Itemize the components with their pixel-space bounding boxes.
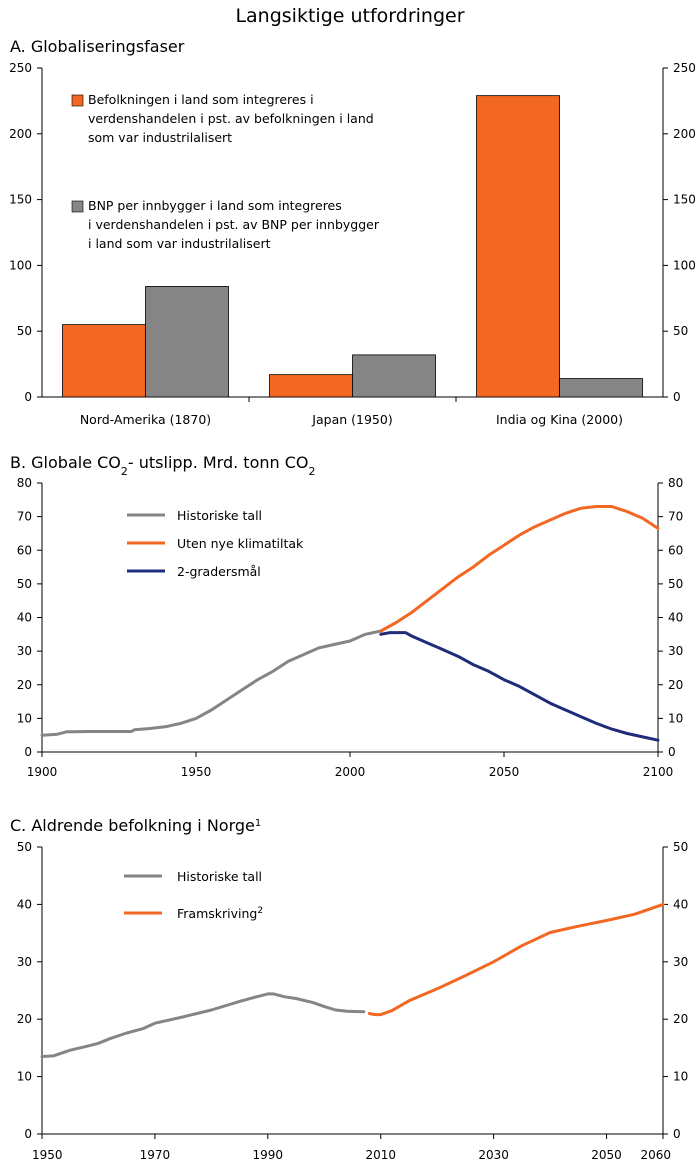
panel-b-x-tick-label: 2000 xyxy=(335,765,366,779)
panel-a-legend-label: i land som var industrilalisert xyxy=(88,236,271,251)
panel-b-right-tick-label: 0 xyxy=(668,745,676,759)
panel-c-x-tick-label: 1950 xyxy=(32,1148,63,1162)
panel-c-right-tick-label: 50 xyxy=(673,840,688,854)
panel-a-category-label: Japan (1950) xyxy=(311,412,392,427)
panel-c-right-tick-label: 40 xyxy=(673,897,688,911)
panel-b-title: B. Globale CO2- utslipp. Mrd. tonn CO2 xyxy=(10,453,316,478)
panel-c-left-tick-label: 20 xyxy=(17,1012,32,1026)
panel-a-left-tick-label: 250 xyxy=(9,61,32,75)
panel-b-right-tick-label: 80 xyxy=(668,476,683,490)
panel-b-line-chart: B. Globale CO2- utslipp. Mrd. tonn CO2 0… xyxy=(10,453,683,779)
panel-b-right-tick-label: 70 xyxy=(668,510,683,524)
panel-b-right-tick-label: 60 xyxy=(668,543,683,557)
panel-a-right-tick-label: 200 xyxy=(673,127,696,141)
panel-c-legend-label: Framskriving2 xyxy=(177,906,263,921)
panel-a-legend-label: BNP per innbygger i land som integreres xyxy=(88,198,342,213)
panel-b-right-tick-label: 50 xyxy=(668,577,683,591)
panel-b-x-tick-label: 1900 xyxy=(27,765,58,779)
panel-a-left-tick-label: 100 xyxy=(9,258,32,272)
panel-b-series-line-3 xyxy=(379,631,660,742)
panel-c-x-tick-label: 1970 xyxy=(140,1148,171,1162)
panel-b-x-tick-label: 2100 xyxy=(643,765,674,779)
bar-gdp-2 xyxy=(352,354,436,398)
panel-a-title: A. Globaliseringsfaser xyxy=(10,37,185,56)
panel-a-right-tick-label: 100 xyxy=(673,258,696,272)
panel-c-left-tick-label: 30 xyxy=(17,955,32,969)
panel-a-left-tick-label: 0 xyxy=(24,390,32,404)
panel-c-title: C. Aldrende befolkning i Norge1 xyxy=(10,816,261,835)
panel-a-right-tick-label: 50 xyxy=(673,324,688,338)
panel-a-legend-label: Befolkningen i land som integreres i xyxy=(88,92,314,107)
panel-c-left-tick-label: 0 xyxy=(24,1127,32,1141)
panel-c-series-line-1 xyxy=(40,992,366,1058)
panel-b-right-tick-label: 20 xyxy=(668,678,683,692)
panel-b-left-tick-label: 30 xyxy=(17,644,32,658)
panel-b-left-tick-label: 50 xyxy=(17,577,32,591)
bar-population-1 xyxy=(62,324,146,398)
panel-b-series-line-1 xyxy=(40,629,383,737)
panel-a-category-label: India og Kina (2000) xyxy=(496,412,623,427)
panel-b-left-tick-label: 40 xyxy=(17,611,32,625)
panel-c-line-chart: C. Aldrende befolkning i Norge1 0 0 10 10 20… xyxy=(10,816,688,1162)
panel-a-legend-label: i verdenshandelen i pst. av BNP per innb… xyxy=(88,217,380,232)
panel-b-left-tick-label: 10 xyxy=(17,711,32,725)
panel-c-right-tick-label: 30 xyxy=(673,955,688,969)
panel-c-x-tick-label: 2050 xyxy=(591,1148,622,1162)
bar-population-3 xyxy=(476,95,560,398)
panel-a-left-tick-label: 150 xyxy=(9,193,32,207)
panel-c-left-tick-label: 10 xyxy=(17,1070,32,1084)
figure-title: Langsiktige utfordringer xyxy=(235,5,464,27)
panel-a-category-label: Nord-Amerika (1870) xyxy=(80,412,211,427)
panel-b-right-tick-label: 30 xyxy=(668,644,683,658)
panel-b-legend-label: 2-gradersmål xyxy=(177,564,261,579)
panel-c-left-tick-label: 40 xyxy=(17,897,32,911)
panel-b-left-tick-label: 70 xyxy=(17,510,32,524)
panel-a-legend-swatch xyxy=(71,94,84,107)
bar-gdp-3 xyxy=(559,378,643,398)
panel-c-left-tick-label: 50 xyxy=(17,840,32,854)
panel-c-x-tick-label: 1990 xyxy=(253,1148,284,1162)
panel-c-x-tick-label: 2060 xyxy=(640,1148,671,1162)
panel-a-right-tick-label: 150 xyxy=(673,193,696,207)
panel-b-series-line-2 xyxy=(379,505,660,633)
panel-a-left-tick-label: 50 xyxy=(17,324,32,338)
panel-c-right-tick-label: 0 xyxy=(673,1127,681,1141)
panel-b-right-tick-label: 40 xyxy=(668,611,683,625)
panel-c-right-tick-label: 10 xyxy=(673,1070,688,1084)
panel-a-right-tick-label: 250 xyxy=(673,61,696,75)
panel-a-legend-label: verdenshandelen i pst. av befolkningen i… xyxy=(88,111,374,126)
panel-c-x-tick-label: 2030 xyxy=(478,1148,509,1162)
panel-b-left-tick-label: 80 xyxy=(17,476,32,490)
panel-c-right-tick-label: 20 xyxy=(673,1012,688,1026)
panel-a-bar-chart: A. Globaliseringsfaser 0 0 50 50 100 100 150 15… xyxy=(9,37,696,427)
panel-c-series-line-2 xyxy=(367,902,665,1017)
panel-c-legend-label: Historiske tall xyxy=(177,869,262,884)
panel-b-left-tick-label: 60 xyxy=(17,543,32,557)
bar-gdp-1 xyxy=(145,286,229,398)
panel-a-legend-label: som var industrilalisert xyxy=(88,130,232,145)
panel-a-left-tick-label: 200 xyxy=(9,127,32,141)
panel-b-x-tick-label: 2050 xyxy=(489,765,520,779)
panel-b-x-tick-label: 1950 xyxy=(181,765,212,779)
panel-b-left-tick-label: 0 xyxy=(24,745,32,759)
panel-a-legend-swatch xyxy=(71,200,84,213)
panel-b-left-tick-label: 20 xyxy=(17,678,32,692)
panel-c-x-tick-label: 2010 xyxy=(365,1148,396,1162)
panel-b-right-tick-label: 10 xyxy=(668,711,683,725)
panel-a-right-tick-label: 0 xyxy=(673,390,681,404)
bar-population-2 xyxy=(269,374,353,398)
panel-b-legend-label: Historiske tall xyxy=(177,508,262,523)
panel-b-legend-label: Uten nye klimatiltak xyxy=(177,536,304,551)
